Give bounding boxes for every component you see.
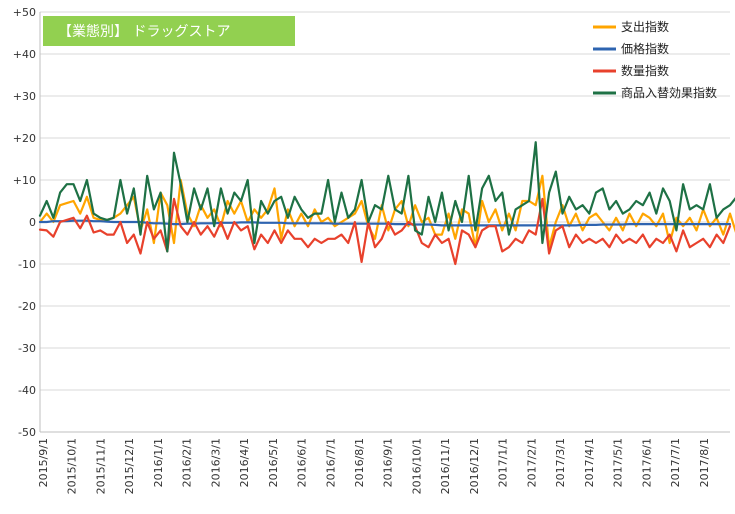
x-tick-label: 2016/2/1: [181, 438, 194, 487]
legend-label: 数量指数: [621, 63, 669, 78]
series-line: [38, 141, 735, 253]
x-axis: 2015/9/1 2015/10/1 2015/11/1 2015/12/1 2016/…: [37, 431, 730, 494]
y-tick-label: -50: [18, 426, 36, 439]
series-lines: [38, 141, 735, 266]
chart-title-box: 【業態別】 ドラッグストア: [43, 16, 295, 46]
chart-title-background: [43, 16, 295, 46]
x-tick-label: 2016/5/1: [267, 438, 280, 487]
x-tick-label: 2015/11/1: [94, 438, 107, 494]
legend-label: 価格指数: [621, 41, 669, 56]
x-tick-label: 2016/4/1: [238, 438, 251, 487]
x-tick-label: 2017/6/1: [640, 438, 653, 487]
x-tick-label: 2016/12/1: [468, 438, 481, 494]
x-tick-label: 2017/4/1: [583, 438, 596, 487]
x-tick-label: 2015/10/1: [66, 438, 79, 494]
y-tick-label: -40: [18, 384, 36, 397]
x-tick-label: 2016/10/1: [410, 438, 423, 494]
legend-label: 商品入替効果指数: [621, 85, 717, 100]
x-tick-label: 2017/5/1: [612, 438, 625, 487]
x-tick-label: 2017/2/1: [525, 438, 538, 487]
y-tick-label: +10: [13, 174, 36, 187]
x-tick-label: 2016/1/1: [152, 438, 165, 487]
x-tick-label: 2016/6/1: [296, 438, 309, 487]
y-tick-label: -10: [18, 258, 36, 271]
x-tick-label: 2016/8/1: [353, 438, 366, 487]
y-tick-label: -20: [18, 300, 36, 313]
y-tick-label: +30: [13, 90, 36, 103]
series-line: [38, 219, 732, 227]
x-tick-label: 2015/12/1: [123, 438, 136, 494]
y-tick-label: 0: [29, 216, 36, 229]
x-tick-label: 2015/9/1: [37, 438, 50, 487]
y-tick-label: +20: [13, 132, 36, 145]
y-tick-label: -30: [18, 342, 36, 355]
x-tick-label: 2016/7/1: [324, 438, 337, 487]
y-axis: +50 +40 +30 +20 +10 0 -10 -20 -30 -40 -50: [13, 6, 41, 439]
series-line: [38, 197, 732, 266]
chart-title: 【業態別】 ドラッグストア: [58, 24, 230, 40]
x-tick-label: 2017/3/1: [554, 438, 567, 487]
legend-label: 支出指数: [621, 19, 669, 34]
x-tick-label: 2016/9/1: [382, 438, 395, 487]
y-tick-label: +50: [13, 6, 36, 19]
x-tick-label: 2016/3/1: [209, 438, 222, 487]
x-tick-label: 2017/1/1: [497, 438, 510, 487]
x-tick-label: 2016/11/1: [439, 438, 452, 494]
x-tick-label: 2017/7/1: [669, 438, 682, 487]
x-tick-label: 2017/8/1: [698, 438, 711, 487]
y-tick-label: +40: [13, 48, 36, 61]
